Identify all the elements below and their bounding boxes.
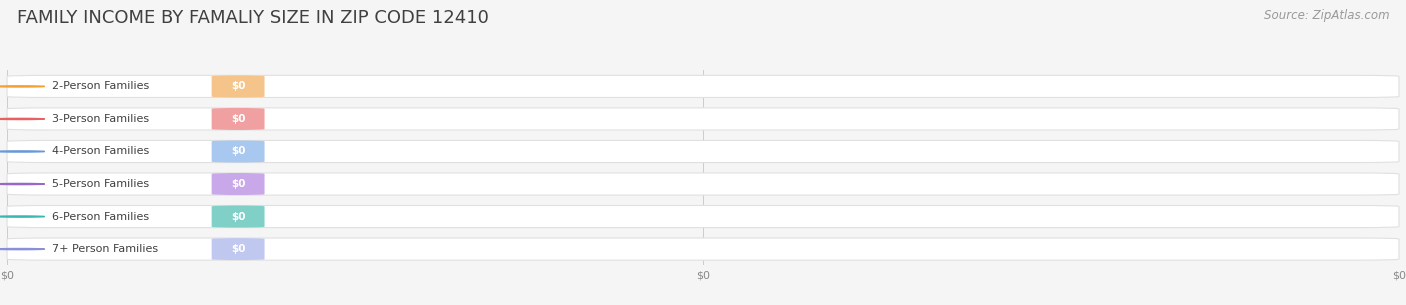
Circle shape [0, 216, 45, 217]
Circle shape [0, 183, 45, 185]
Text: 6-Person Families: 6-Person Families [52, 212, 149, 221]
Text: $0: $0 [231, 146, 245, 156]
Text: 3-Person Families: 3-Person Families [52, 114, 149, 124]
FancyBboxPatch shape [212, 75, 264, 98]
FancyBboxPatch shape [7, 238, 1399, 260]
Text: 4-Person Families: 4-Person Families [52, 146, 149, 156]
Text: 5-Person Families: 5-Person Families [52, 179, 149, 189]
Text: $0: $0 [231, 179, 245, 189]
Circle shape [0, 249, 45, 250]
Circle shape [0, 151, 45, 152]
FancyBboxPatch shape [212, 173, 264, 195]
Text: $0: $0 [231, 81, 245, 92]
FancyBboxPatch shape [7, 75, 1399, 98]
Text: $0: $0 [231, 114, 245, 124]
FancyBboxPatch shape [7, 173, 1399, 195]
Text: FAMILY INCOME BY FAMALIY SIZE IN ZIP CODE 12410: FAMILY INCOME BY FAMALIY SIZE IN ZIP COD… [17, 9, 489, 27]
FancyBboxPatch shape [212, 108, 264, 130]
FancyBboxPatch shape [212, 140, 264, 163]
FancyBboxPatch shape [7, 140, 1399, 163]
Text: 2-Person Families: 2-Person Families [52, 81, 149, 92]
FancyBboxPatch shape [7, 206, 1399, 228]
Circle shape [0, 118, 45, 120]
Text: 7+ Person Families: 7+ Person Families [52, 244, 157, 254]
FancyBboxPatch shape [212, 238, 264, 260]
FancyBboxPatch shape [7, 108, 1399, 130]
FancyBboxPatch shape [212, 206, 264, 228]
Text: $0: $0 [231, 212, 245, 221]
Text: Source: ZipAtlas.com: Source: ZipAtlas.com [1264, 9, 1389, 22]
Circle shape [0, 86, 45, 87]
Text: $0: $0 [231, 244, 245, 254]
